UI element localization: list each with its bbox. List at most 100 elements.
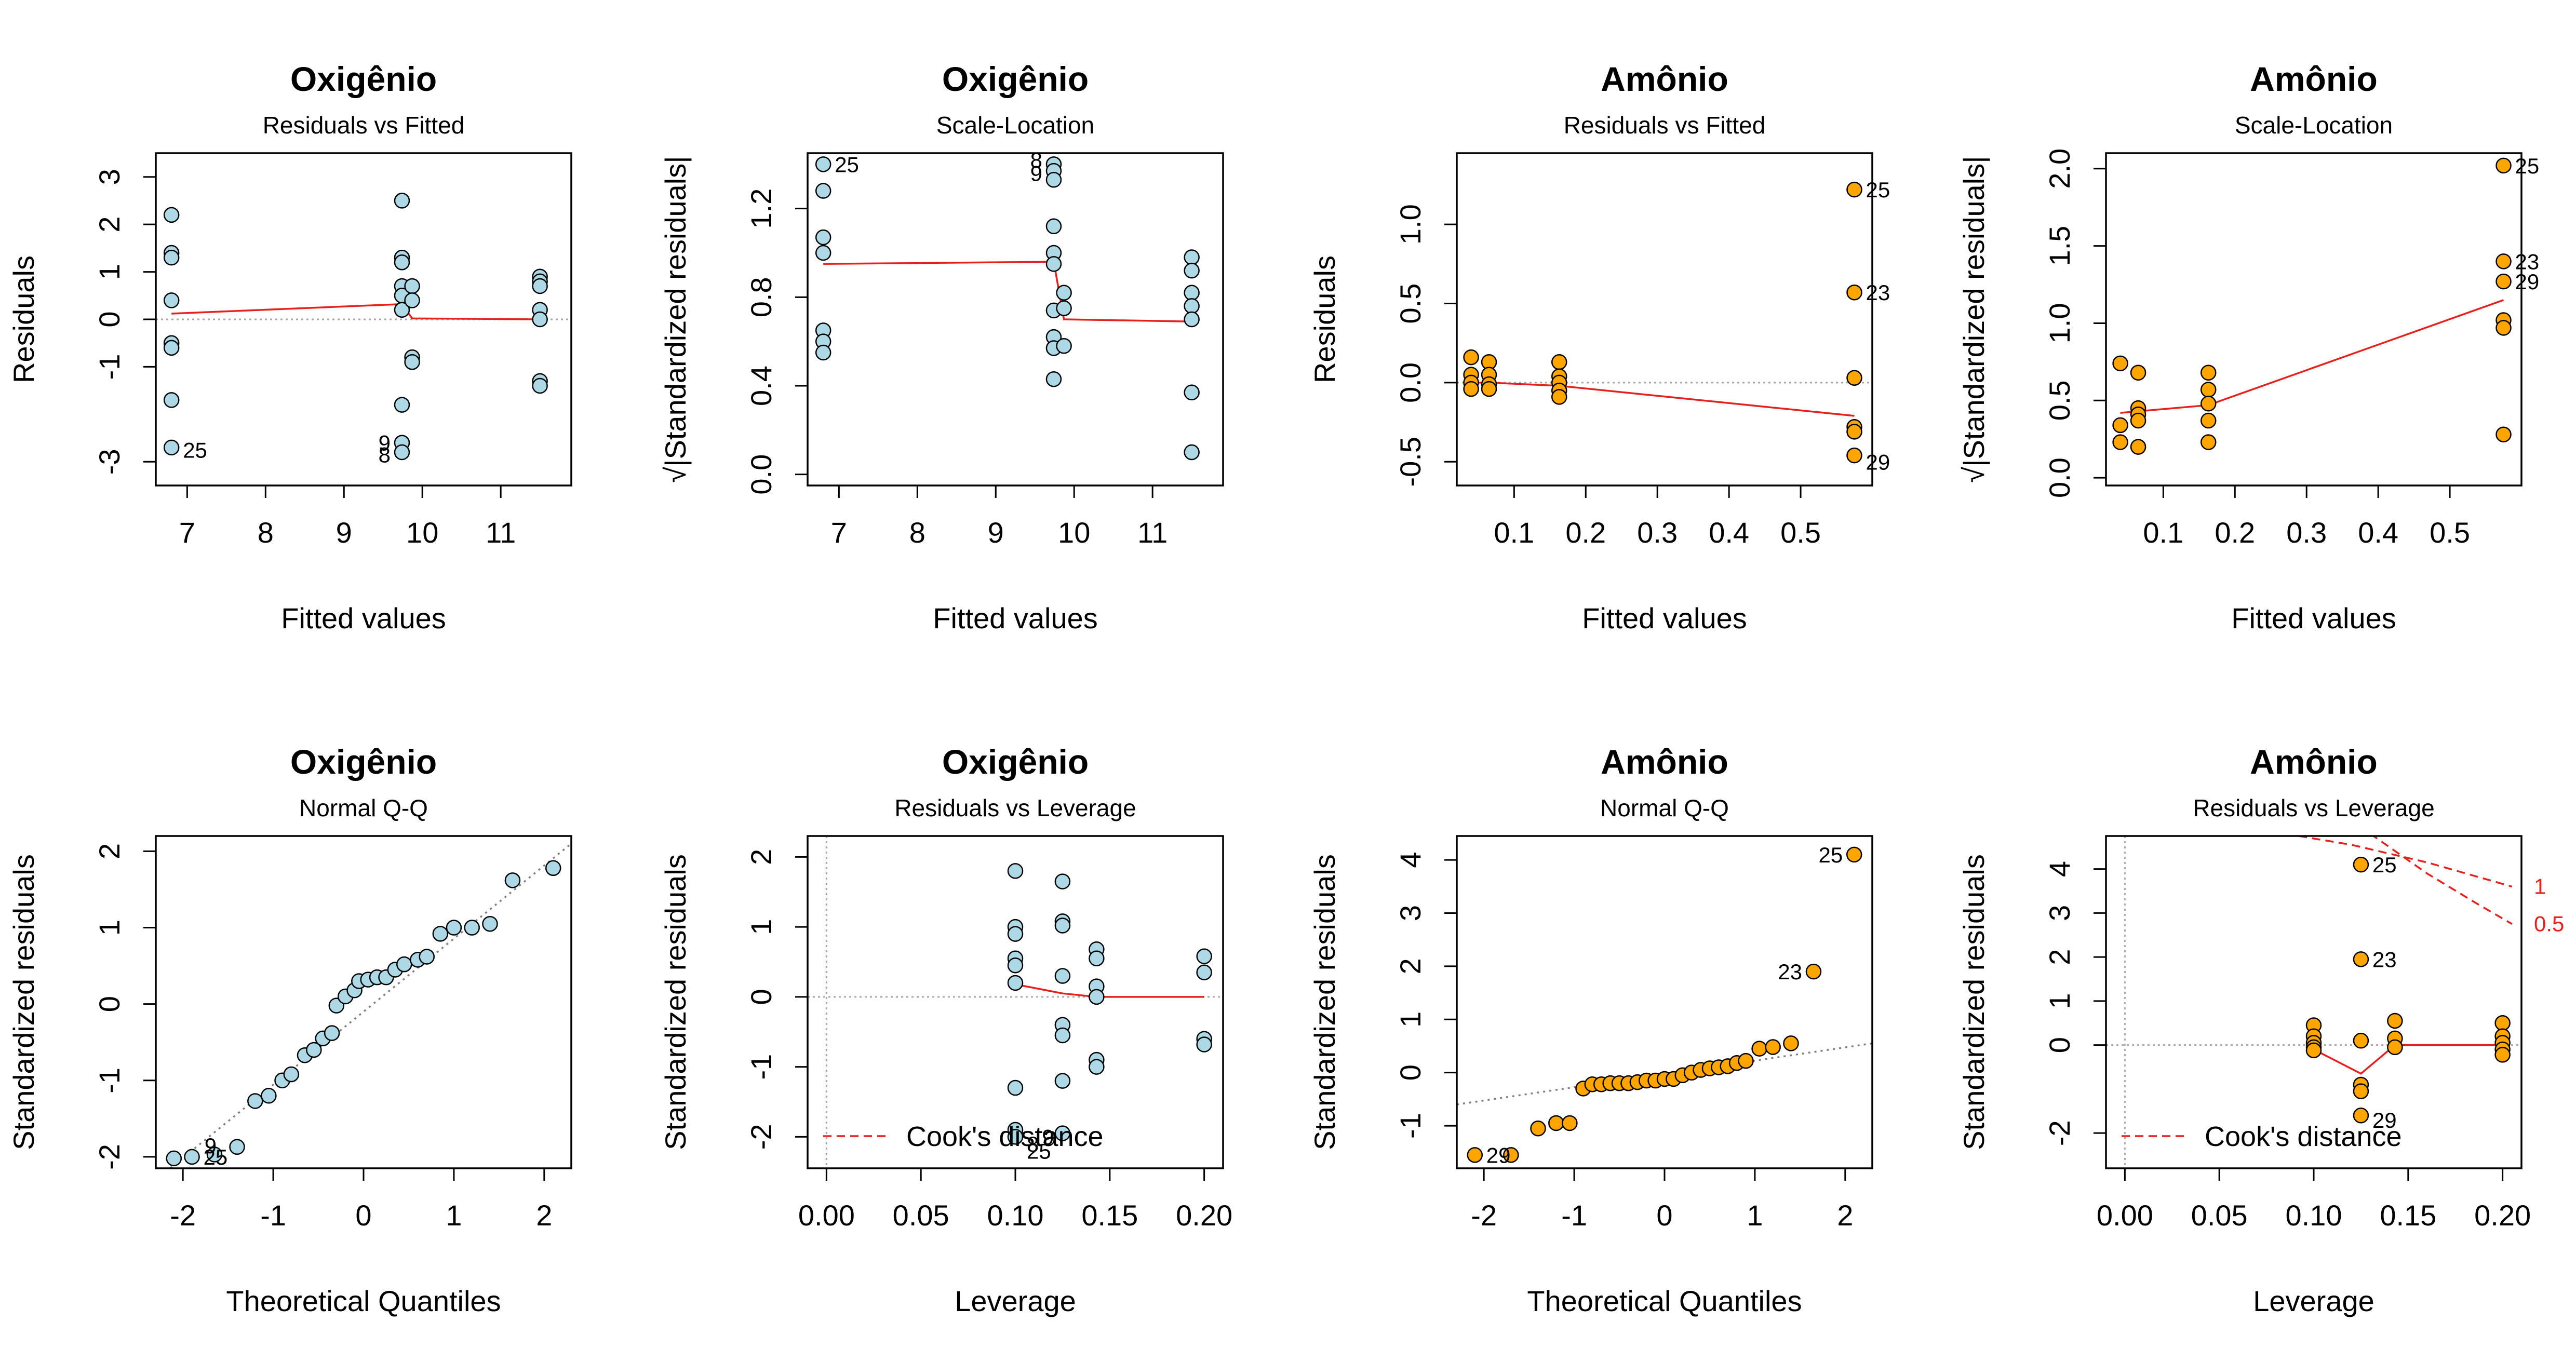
data-point [404, 292, 420, 308]
data-point [1846, 370, 1862, 386]
x-tick-label: 0.20 [1176, 1199, 1232, 1232]
x-tick-label: 0.5 [1780, 516, 1821, 549]
x-tick-label: -2 [1471, 1199, 1497, 1232]
data-point [163, 439, 180, 456]
data-point [1054, 1073, 1071, 1089]
y-tick-label: 2 [2043, 949, 2076, 965]
data-point [1007, 975, 1024, 991]
data-point [2387, 1013, 2403, 1029]
plot-area [808, 836, 1223, 1168]
smoother-line [1471, 382, 1855, 417]
x-tick-label: 7 [831, 516, 847, 549]
data-point [2112, 434, 2128, 450]
data-point [1481, 381, 1497, 397]
y-tick-label: 3 [93, 169, 126, 185]
data-point [394, 397, 410, 413]
data-point [394, 444, 410, 461]
data-point [815, 344, 831, 361]
data-point [1045, 171, 1062, 188]
y-tick-label: 1.5 [2043, 226, 2076, 266]
data-point [1007, 957, 1024, 974]
data-point [532, 278, 548, 294]
x-tick-label: 0.1 [2143, 516, 2183, 549]
x-tick-label: 11 [486, 516, 516, 549]
panel-subtitle: Scale-Location [936, 112, 1094, 139]
x-tick-label: 0.20 [2474, 1199, 2531, 1232]
point-id-label: 25 [2372, 853, 2397, 877]
cooks-distance-curve-label: 0.5 [2534, 912, 2564, 936]
x-tick-label: 0.2 [2215, 516, 2255, 549]
data-point [2496, 157, 2512, 174]
plot-frame [2105, 152, 2523, 487]
y-tick-label: 1 [2043, 993, 2076, 1009]
data-point [2353, 856, 2369, 873]
data-point [1738, 1053, 1754, 1069]
data-point [2200, 365, 2217, 381]
y-tick-label: 2.0 [2043, 149, 2076, 189]
panel-8: Amônio Residuals vs Leverage Leverage Stand… [1957, 743, 2564, 1317]
data-point [1846, 846, 1862, 863]
y-axis-label: √|Standardized residuals| [659, 156, 692, 483]
data-point [1503, 1147, 1519, 1163]
data-point [394, 254, 410, 271]
x-tick-label: 11 [1137, 516, 1168, 549]
y-tick-label: 1 [1394, 1011, 1427, 1028]
y-tick-label: 1 [93, 264, 126, 280]
panel-subtitle: Residuals vs Leverage [894, 794, 1136, 821]
y-axis-label: Residuals [7, 255, 40, 383]
data-point [404, 278, 420, 294]
data-point [2200, 434, 2217, 450]
point-id-label: 25 [1818, 843, 1843, 867]
x-tick-label: 0.5 [2430, 516, 2470, 549]
point-id-label: 8 [1027, 1132, 1039, 1156]
panel-title: Amônio [2250, 743, 2378, 781]
y-tick-label: -1 [745, 1054, 777, 1080]
x-tick-label: 10 [1058, 516, 1090, 549]
data-point [1751, 1041, 1767, 1057]
point-id-label: 23 [1778, 960, 1802, 984]
data-point [2200, 412, 2217, 429]
y-tick-label: 0 [93, 311, 126, 327]
data-point [446, 920, 462, 936]
point-id-label: 25 [835, 152, 859, 177]
data-point [2130, 439, 2146, 455]
y-tick-label: -1 [93, 1068, 126, 1094]
data-point [1184, 384, 1200, 401]
panel-2: Oxigênio Scale-Location Fitted values √|Sta… [659, 60, 1224, 635]
data-point [1184, 249, 1200, 265]
panel-1: Oxigênio Residuals vs Fitted Fitted values… [7, 60, 572, 635]
point-id-label: 9 [379, 431, 391, 455]
plot-area [2112, 157, 2512, 455]
data-point [1007, 1129, 1024, 1145]
x-tick-label: 0.4 [2358, 516, 2398, 549]
panel-subtitle: Residuals vs Fitted [263, 112, 465, 139]
data-point [2112, 355, 2128, 372]
data-point [2353, 1032, 2369, 1049]
smoother-line [2313, 1044, 2503, 1075]
y-tick-label: -1 [1394, 1113, 1427, 1139]
data-point [2200, 382, 2217, 398]
y-tick-label: 4 [1394, 852, 1427, 868]
x-tick-label: 0.00 [798, 1199, 855, 1232]
data-point [1089, 1059, 1105, 1075]
data-point [1184, 285, 1200, 301]
data-point [163, 340, 180, 356]
x-tick-label: 0.15 [2380, 1199, 2436, 1232]
data-point [1054, 1125, 1071, 1141]
point-id-label: 29 [1866, 450, 1890, 474]
smoother-line [823, 261, 1192, 323]
point-id-label: 25 [204, 1145, 228, 1169]
y-tick-label: -2 [745, 1124, 777, 1150]
plot-frame [155, 152, 572, 487]
data-point [2112, 417, 2128, 434]
point-id-label: 23 [2372, 947, 2397, 972]
data-point [2130, 365, 2146, 381]
data-point [1846, 284, 1862, 301]
data-point [163, 292, 180, 308]
data-point [1196, 964, 1212, 980]
plot-area [156, 193, 571, 461]
panel-3: Amônio Residuals vs Fitted Fitted values Re… [1308, 60, 1890, 635]
data-point [1551, 354, 1567, 370]
data-point [482, 915, 498, 932]
data-point [394, 193, 410, 209]
